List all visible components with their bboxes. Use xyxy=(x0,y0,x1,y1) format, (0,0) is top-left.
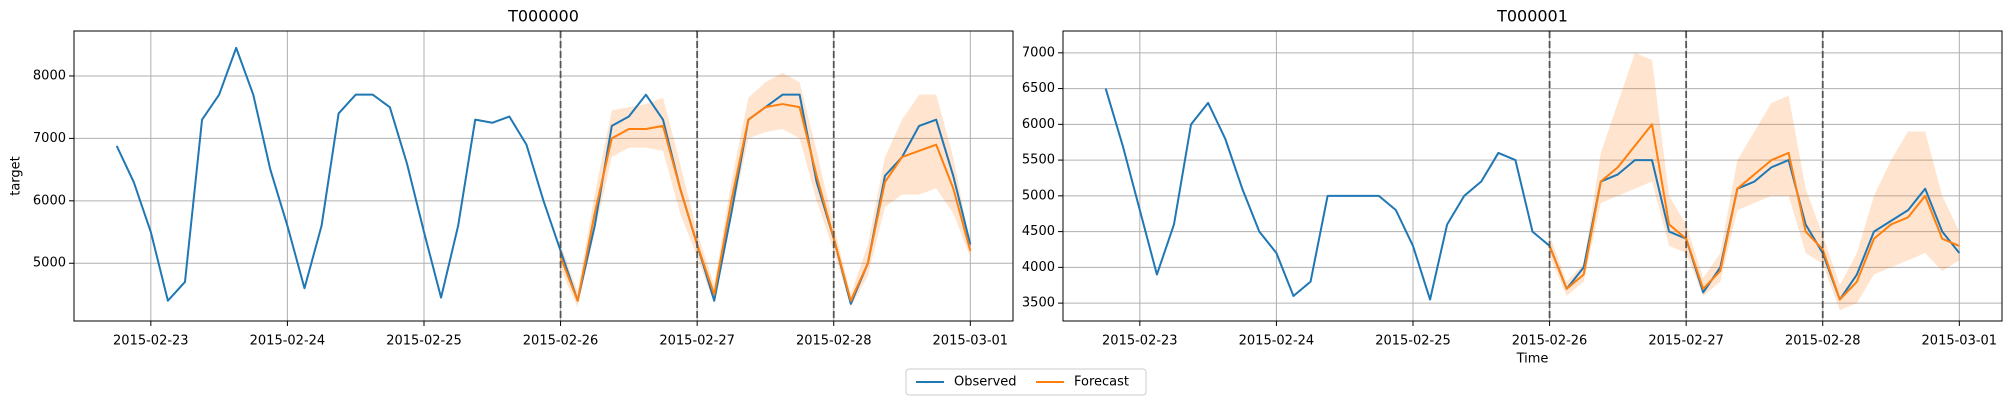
y-tick-label: 7000 xyxy=(33,131,66,146)
y-axis-label: target xyxy=(9,156,24,196)
x-tick-label: 2015-02-23 xyxy=(113,334,189,349)
x-tick-label: 2015-02-28 xyxy=(1785,334,1861,349)
x-tick-label: 2015-02-27 xyxy=(1648,334,1724,349)
y-tick-label: 4000 xyxy=(1022,260,1055,275)
y-tick-label: 7000 xyxy=(1022,45,1055,60)
series-line xyxy=(559,103,972,302)
y-tick-label: 6500 xyxy=(1022,81,1055,96)
x-tick-label: 2015-02-27 xyxy=(659,334,735,349)
x-tick-label: 2015-02-26 xyxy=(523,334,599,349)
x-tick-label: 2015-02-25 xyxy=(1375,334,1451,349)
panel-title: T000001 xyxy=(1496,7,1568,26)
series-line xyxy=(1548,123,1960,301)
x-tick-label: 2015-03-01 xyxy=(1922,334,1998,349)
forecast-interval xyxy=(560,72,971,307)
panel-title: T000000 xyxy=(507,7,579,26)
y-tick-label: 6000 xyxy=(1022,117,1055,132)
plot-frame xyxy=(73,30,1014,322)
x-tick-label: 2015-02-26 xyxy=(1512,334,1588,349)
y-tick-label: 5500 xyxy=(1022,153,1055,168)
legend-label: Forecast xyxy=(1074,375,1129,390)
x-tick-label: 2015-02-24 xyxy=(1239,334,1315,349)
legend-label: Observed xyxy=(954,375,1017,390)
y-tick-label: 6000 xyxy=(33,193,66,208)
x-tick-label: 2015-02-25 xyxy=(386,334,462,349)
x-axis-label: Time xyxy=(1516,352,1549,367)
x-tick-label: 2015-02-28 xyxy=(796,334,872,349)
plot-frame xyxy=(1062,30,2003,322)
y-tick-label: 8000 xyxy=(33,68,66,83)
y-tick-label: 3500 xyxy=(1022,296,1055,311)
x-tick-label: 2015-03-01 xyxy=(933,334,1009,349)
legend-box xyxy=(905,368,1147,396)
x-tick-label: 2015-02-24 xyxy=(250,334,326,349)
y-tick-label: 5000 xyxy=(33,256,66,271)
y-tick-label: 5000 xyxy=(1022,188,1055,203)
x-tick-label: 2015-02-23 xyxy=(1102,334,1178,349)
y-tick-label: 4500 xyxy=(1022,224,1055,239)
